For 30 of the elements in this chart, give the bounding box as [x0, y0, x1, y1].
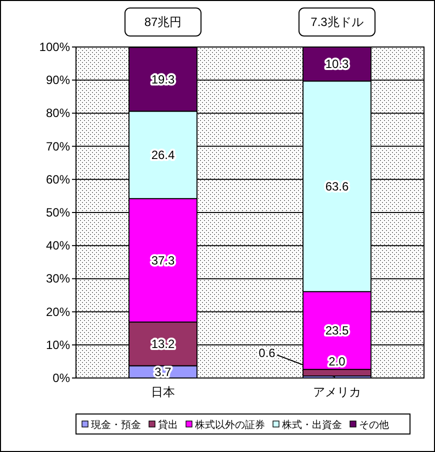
data-label: 3.7 [154, 364, 172, 379]
y-tick-label: 20% [46, 304, 70, 319]
y-tick-label: 50% [46, 206, 70, 220]
legend-label: 貸出 [158, 419, 178, 431]
data-label: 26.4 [151, 148, 175, 162]
legend-label: 現金・預金 [91, 419, 141, 431]
legend-label: その他 [359, 419, 389, 431]
y-tick-label: 40% [46, 238, 70, 253]
y-tick-label: 10% [46, 338, 70, 352]
data-label: 37.3 [151, 253, 175, 268]
text: 87兆円 [144, 15, 182, 29]
y-tick-label: 80% [46, 106, 70, 120]
legend-label: 株式以外の証券 [194, 419, 265, 431]
x-tick-label: アメリカ [313, 385, 361, 399]
y-tick-label: 70% [46, 139, 70, 154]
y-tick-label: 30% [46, 272, 70, 286]
data-label: 2.0 [328, 354, 346, 368]
legend-label: 株式・出資金 [281, 419, 342, 431]
y-tick-label: 0% [52, 371, 70, 385]
data-label: 19.3 [151, 72, 175, 86]
y-tick-label: 100% [39, 40, 70, 54]
data-label: 23.5 [325, 324, 349, 338]
data-label: 0.6 [258, 346, 276, 360]
y-tick-label: 60% [46, 172, 70, 186]
x-tick-label: 日本 [151, 385, 175, 399]
data-label: 13.2 [151, 336, 175, 351]
data-label: 10.3 [325, 57, 349, 72]
y-tick-label: 90% [46, 73, 70, 88]
data-label: 63.6 [325, 179, 349, 194]
text: 7.3兆ドル [310, 15, 364, 29]
